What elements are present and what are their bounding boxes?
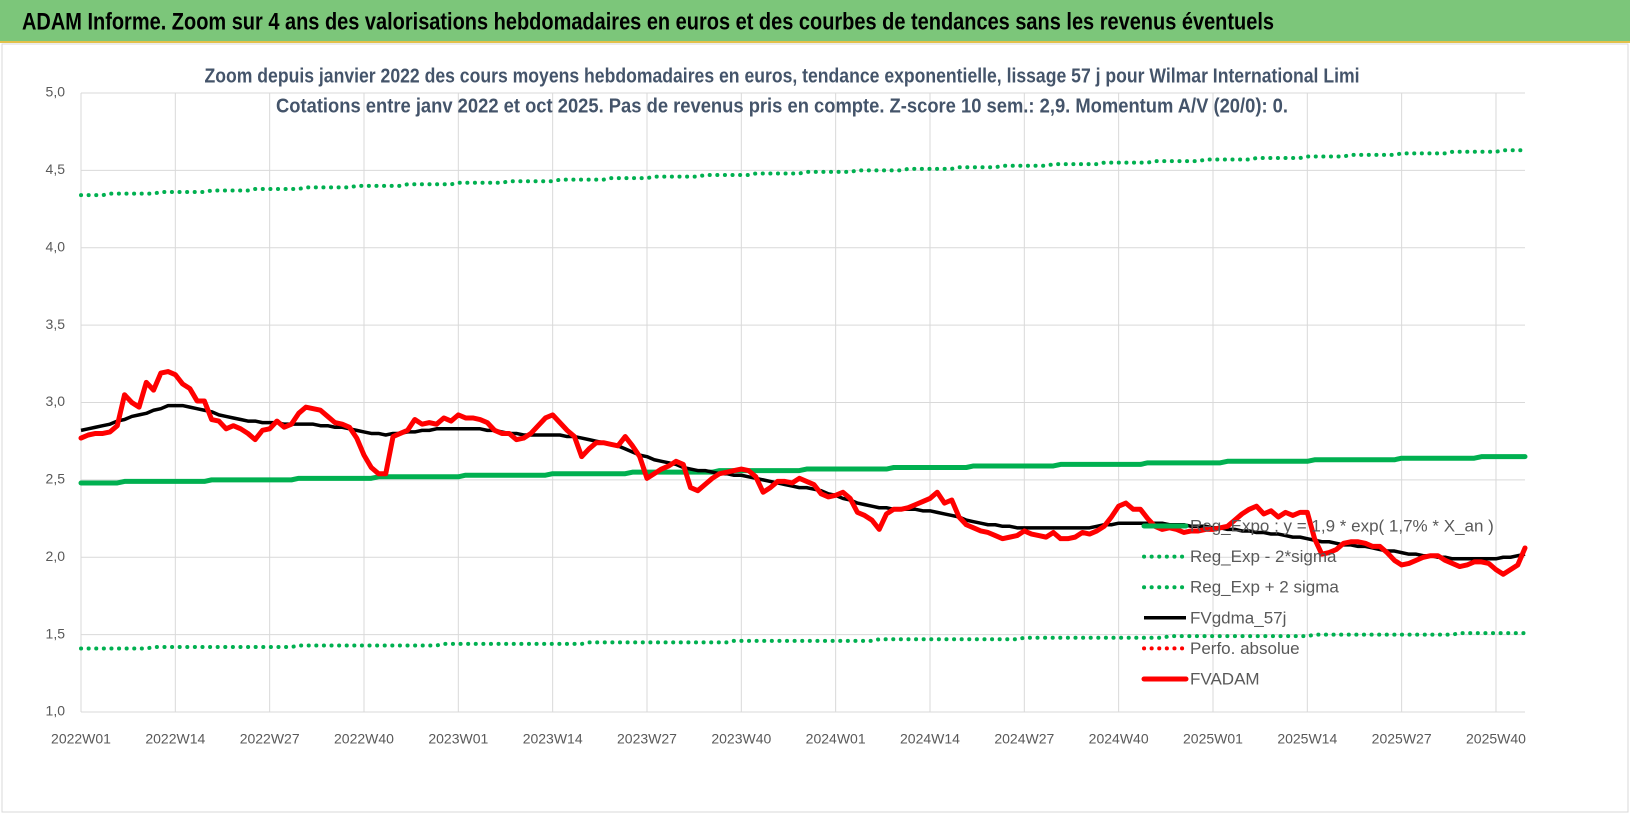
- x-tick-label: 2025W01: [1183, 731, 1243, 747]
- x-tick-label: 2024W27: [994, 731, 1054, 747]
- x-tick-label: 2023W14: [523, 731, 583, 747]
- y-tick-label: 1,5: [46, 625, 66, 641]
- series-line: [79, 631, 1527, 651]
- x-tick-label: 2023W27: [617, 731, 677, 747]
- x-tick-label: 2023W01: [428, 731, 488, 747]
- x-tick-label: 2022W27: [240, 731, 300, 747]
- y-tick-label: 2,5: [46, 471, 66, 487]
- chart-title: Zoom depuis janvier 2022 des cours moyen…: [205, 65, 1360, 87]
- series-line: [78, 369, 1528, 577]
- y-tick-label: 5,0: [46, 84, 66, 100]
- chart-subtitle: Cotations entre janv 2022 et oct 2025. P…: [276, 95, 1288, 117]
- legend-label: FVADAM: [1190, 669, 1260, 688]
- x-tick-label: 2024W01: [806, 731, 866, 747]
- header-bar: [0, 0, 1630, 42]
- y-tick-label: 3,5: [46, 316, 66, 332]
- y-tick-label: 4,5: [46, 161, 66, 177]
- y-tick-label: 4,0: [46, 238, 66, 254]
- x-tick-label: 2022W14: [145, 731, 205, 747]
- legend-label: Reg_Exp - 2*sigma: [1190, 547, 1337, 566]
- legend: Reg_Expo ; y = 1,9 * exp( 1,7% * X_an ) R…: [1141, 516, 1494, 688]
- legend-label: FVgdma_57j: [1190, 608, 1286, 627]
- legend-label: Reg_Exp + 2 sigma: [1190, 578, 1339, 597]
- series-line: [79, 148, 1527, 198]
- x-tick-label: 2023W40: [711, 731, 771, 747]
- x-tick-label: 2022W40: [334, 731, 394, 747]
- x-tick-label: 2022W01: [51, 731, 111, 747]
- series-line: [78, 454, 1528, 486]
- series-line: [80, 403, 1526, 561]
- legend-label: Reg_Expo ; y = 1,9 * exp( 1,7% * X_an ): [1190, 516, 1494, 535]
- plot-area: 1,0 1,5 2,0 2,5 3,0 3,5 4,0 4,5 5,0 2022W01 2022W1…: [46, 84, 1528, 747]
- legend-label: Perfo. absolue: [1190, 639, 1300, 658]
- x-tick-label: 2024W14: [900, 731, 960, 747]
- chart-frame: [1, 43, 1629, 813]
- y-tick-label: 2,0: [46, 548, 66, 564]
- x-tick-label: 2025W40: [1466, 731, 1526, 747]
- y-tick-label: 1,0: [46, 703, 66, 719]
- y-tick-label: 3,0: [46, 393, 66, 409]
- x-tick-label: 2024W40: [1089, 731, 1149, 747]
- x-tick-label: 2025W14: [1277, 731, 1337, 747]
- x-tick-label: 2025W27: [1372, 731, 1432, 747]
- page-title: ADAM Informe. Zoom sur 4 ans des valoris…: [22, 8, 1274, 35]
